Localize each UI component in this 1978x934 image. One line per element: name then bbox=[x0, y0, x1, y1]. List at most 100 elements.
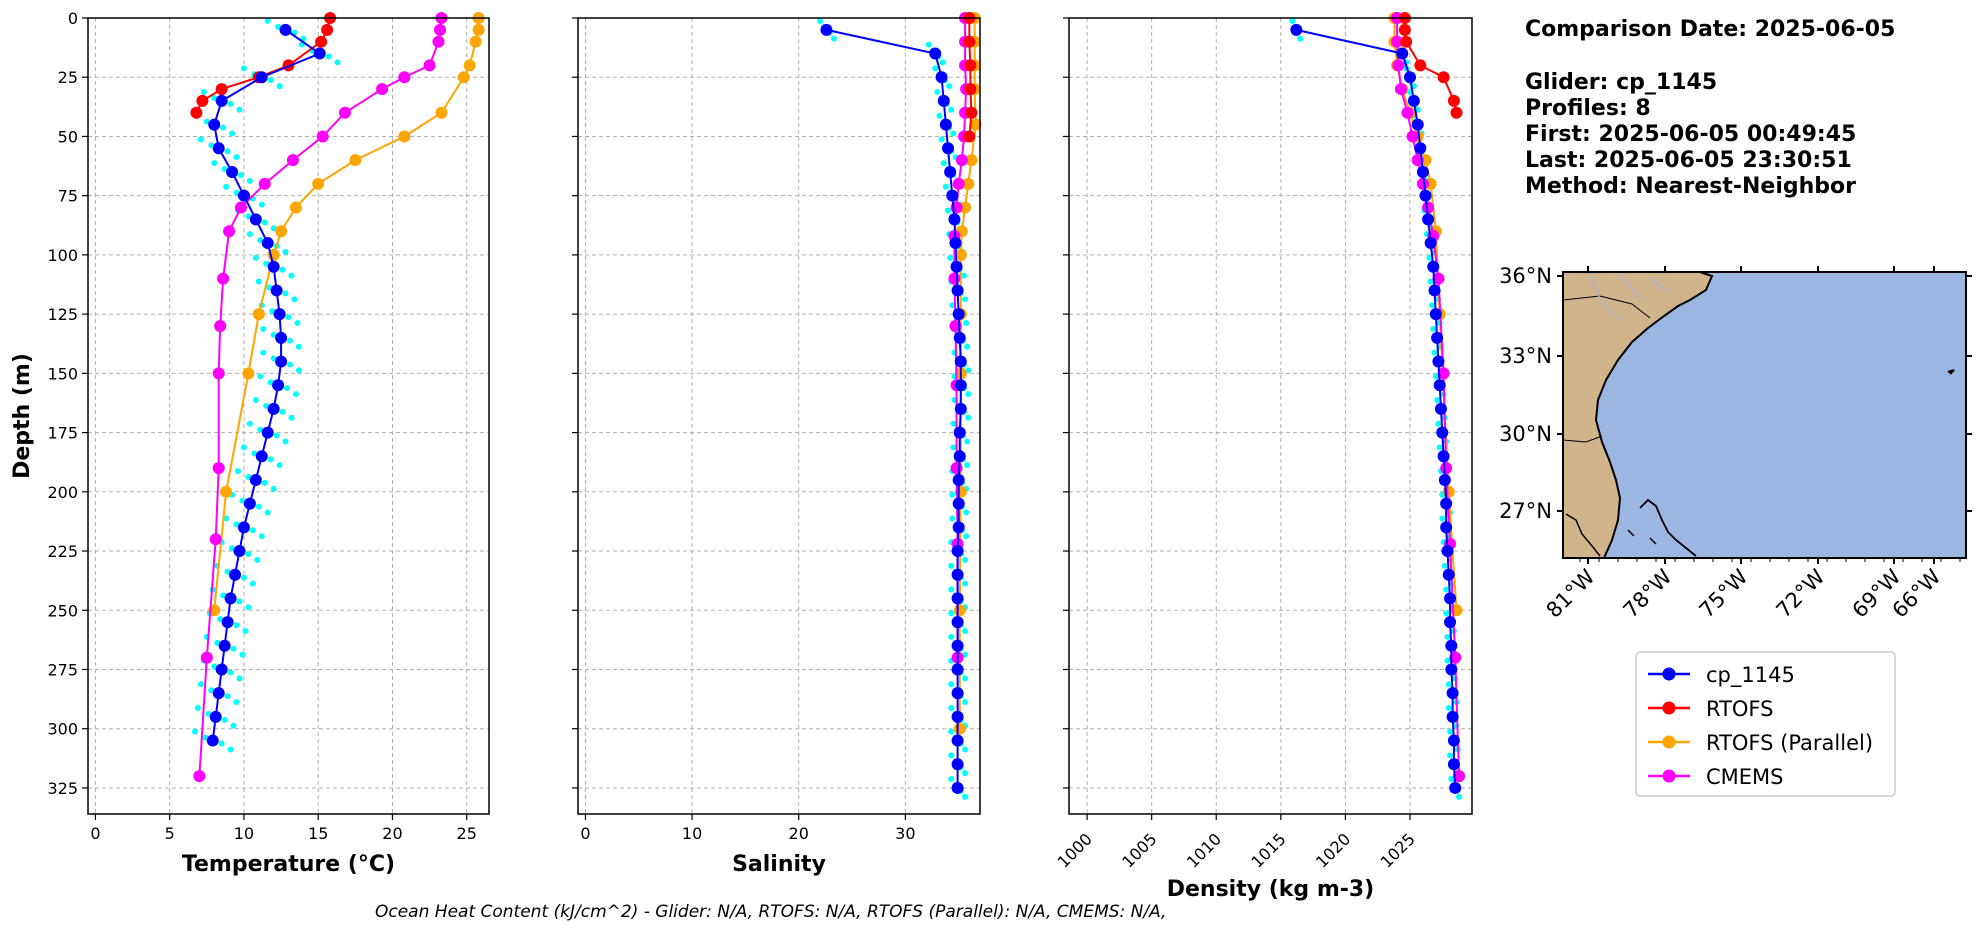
glider-profile-point bbox=[948, 681, 955, 688]
data-point bbox=[261, 426, 274, 439]
glider-profile-point bbox=[962, 556, 969, 563]
y-tick-label: 75 bbox=[58, 187, 78, 206]
y-tick-label: 200 bbox=[47, 483, 78, 502]
data-point bbox=[234, 201, 247, 214]
glider-profile-point bbox=[948, 106, 955, 113]
glider-profile-point bbox=[203, 118, 210, 125]
data-point bbox=[463, 59, 476, 72]
glider-profile-point bbox=[229, 130, 236, 137]
glider-profile-point bbox=[245, 474, 252, 481]
x-axis-label: Salinity bbox=[732, 852, 826, 877]
glider-profile-point bbox=[267, 456, 274, 463]
legend-marker bbox=[1662, 667, 1676, 681]
glider-profile-point bbox=[1443, 586, 1450, 593]
glider-profile-point bbox=[227, 746, 234, 753]
data-point bbox=[946, 189, 959, 202]
glider-profile-point bbox=[220, 592, 227, 599]
glider-profile-point bbox=[220, 124, 227, 131]
data-point bbox=[954, 248, 967, 261]
glider-profile-point bbox=[962, 793, 969, 800]
x-tick-label: 5 bbox=[165, 824, 175, 843]
map-inset: 36°N33°N30°N27°N81°W 78°W 75°W 72°W 69°W66°W bbox=[1499, 264, 1972, 623]
glider-profile-point bbox=[925, 41, 932, 48]
data-point bbox=[965, 154, 978, 167]
glider-profile-point bbox=[961, 272, 968, 279]
y-tick-label: 25 bbox=[58, 68, 78, 87]
series-line bbox=[1296, 28, 1457, 788]
data-point bbox=[954, 355, 967, 368]
data-point bbox=[1442, 568, 1455, 581]
glider-profile-point bbox=[295, 343, 302, 350]
data-point bbox=[942, 142, 955, 155]
glider-profile-point bbox=[208, 687, 215, 694]
y-tick-label: 250 bbox=[47, 601, 78, 620]
glider-profile-point bbox=[1445, 704, 1452, 711]
glider-profile-point bbox=[325, 53, 332, 60]
data-point bbox=[929, 47, 942, 60]
glider-profile-point bbox=[191, 728, 198, 735]
data-point bbox=[289, 201, 302, 214]
data-point bbox=[315, 35, 328, 48]
glider-profile-point bbox=[1443, 610, 1450, 617]
glider-profile-point bbox=[1431, 349, 1438, 356]
glider-profile-point bbox=[227, 669, 234, 676]
data-point bbox=[272, 379, 285, 392]
data-point bbox=[953, 426, 966, 439]
data-point bbox=[1414, 59, 1427, 72]
data-point bbox=[1424, 237, 1437, 250]
glider-profile-point bbox=[1428, 302, 1435, 309]
map-land bbox=[1563, 272, 1714, 558]
data-point bbox=[951, 734, 964, 747]
data-point bbox=[267, 402, 280, 415]
glider-profile-point bbox=[279, 408, 286, 415]
glider-text: Glider: cp_1145 bbox=[1525, 70, 1717, 95]
legend-label: RTOFS (Parallel) bbox=[1706, 731, 1873, 755]
glider-profile-point bbox=[948, 752, 955, 759]
series-rtofs bbox=[190, 12, 337, 119]
axes-frame bbox=[577, 17, 981, 815]
glider-profile-point bbox=[962, 746, 969, 753]
data-point bbox=[1391, 35, 1404, 48]
glider-profile-point bbox=[964, 438, 971, 445]
x-tick-label: 20 bbox=[789, 824, 809, 843]
series-line bbox=[826, 28, 962, 788]
glider-profile-point bbox=[288, 414, 295, 421]
glider-profile-point bbox=[233, 622, 240, 629]
glider-profile-point bbox=[270, 331, 277, 338]
y-tick-label: 150 bbox=[47, 364, 78, 383]
glider-profile-point bbox=[286, 361, 293, 368]
glider-profile-point bbox=[267, 379, 274, 386]
glider-profile-point bbox=[257, 426, 264, 433]
data-point bbox=[215, 94, 228, 107]
data-point bbox=[212, 687, 225, 700]
panel-2: 0 10 20 30 Salinity bbox=[572, 12, 982, 877]
data-point bbox=[433, 23, 446, 36]
glider-profile-point bbox=[964, 462, 971, 469]
data-point bbox=[1433, 379, 1446, 392]
glider-profile-point bbox=[945, 207, 952, 214]
series-line bbox=[213, 18, 480, 611]
data-point bbox=[964, 83, 977, 96]
data-point bbox=[349, 154, 362, 167]
y-tick-label: 225 bbox=[47, 542, 78, 561]
ohc-footer: Ocean Heat Content (kJ/cm^2) - Glider: N… bbox=[375, 902, 1166, 922]
x-tick-label: 1020 bbox=[1312, 829, 1354, 871]
glider-profile-point bbox=[950, 444, 957, 451]
glider-profile-point bbox=[1427, 278, 1434, 285]
glider-profile-point bbox=[1444, 657, 1451, 664]
data-point bbox=[951, 545, 964, 558]
x-tick-label: 1015 bbox=[1247, 829, 1289, 871]
data-point bbox=[948, 213, 961, 226]
glider-profile-point bbox=[242, 627, 249, 634]
glider-profile-point bbox=[1436, 444, 1443, 451]
glider-profile-point bbox=[948, 728, 955, 735]
data-point bbox=[937, 94, 950, 107]
series-rtofs bbox=[963, 12, 978, 143]
data-point bbox=[1422, 201, 1435, 214]
y-tick-label: 175 bbox=[47, 424, 78, 443]
data-point bbox=[963, 35, 976, 48]
glider-profile-point bbox=[229, 545, 236, 552]
data-point bbox=[1437, 71, 1450, 84]
glider-profile-point bbox=[949, 302, 956, 309]
